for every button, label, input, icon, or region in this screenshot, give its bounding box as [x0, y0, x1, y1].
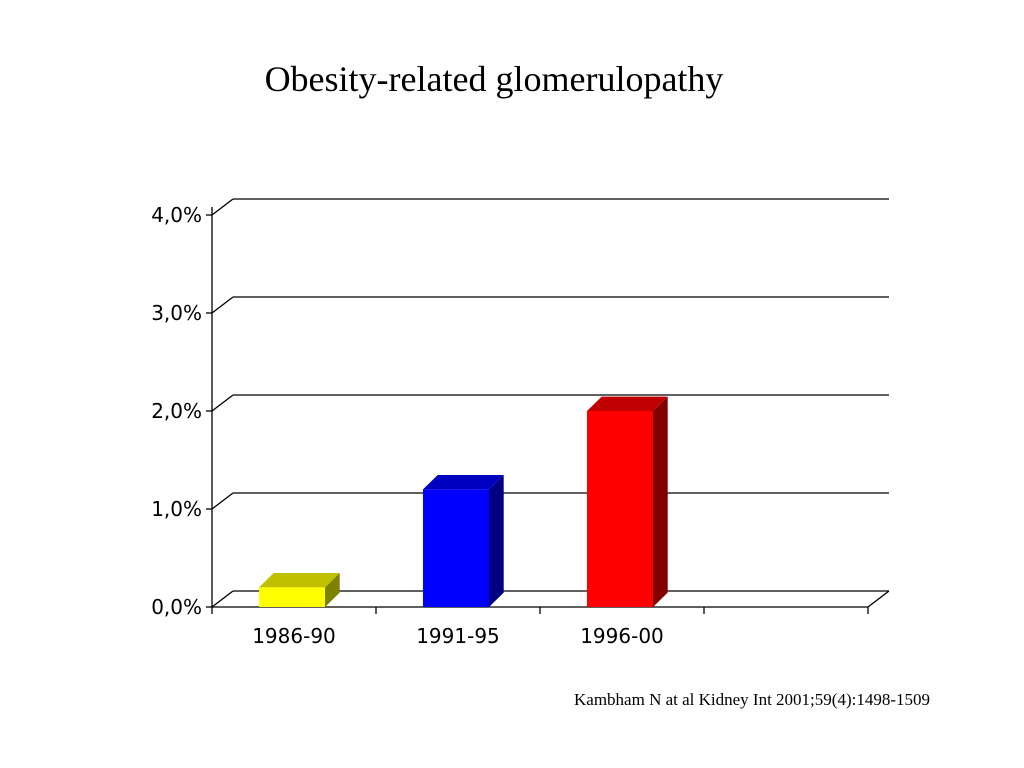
x-tick-label: 1996-00: [580, 624, 664, 648]
bar: [423, 475, 504, 607]
floor-edge: [867, 590, 890, 608]
x-tick-label: 1986-90: [252, 624, 336, 648]
x-axis-tick-labels: 1986-90 1991-95 1996-00: [252, 624, 664, 648]
bar-top: [587, 396, 668, 411]
gridline-diagonal: [211, 296, 234, 314]
y-tick-label: 0,0%: [151, 595, 202, 619]
bar-top: [259, 573, 340, 588]
y-axis-tick-labels: 0,0% 1,0% 2,0% 3,0% 4,0%: [151, 203, 202, 619]
bar: [587, 396, 668, 607]
chart-axes: [211, 207, 890, 614]
y-tick-label: 1,0%: [151, 497, 202, 521]
gridline-diagonal: [211, 492, 234, 510]
y-tick-label: 2,0%: [151, 399, 202, 423]
bar-side: [325, 573, 340, 607]
bar-side: [653, 396, 668, 607]
bar-front: [259, 587, 325, 607]
chart-grid: [206, 198, 889, 608]
citation-text: Kambham N at al Kidney Int 2001;59(4):14…: [574, 690, 930, 709]
y-tick-label: 3,0%: [151, 301, 202, 325]
y-tick-label: 4,0%: [151, 203, 202, 227]
gridline-diagonal: [211, 198, 234, 216]
x-tick-label: 1991-95: [416, 624, 500, 648]
chart-title: Obesity-related glomerulopathy: [264, 59, 724, 99]
chart-bars: [259, 396, 668, 607]
gridline-diagonal: [211, 394, 234, 412]
bar-top: [423, 475, 504, 490]
bar: [259, 573, 340, 607]
gridline-diagonal: [211, 590, 234, 608]
bar-front: [423, 489, 489, 607]
bar-side: [489, 475, 504, 607]
bar-front: [587, 411, 653, 607]
